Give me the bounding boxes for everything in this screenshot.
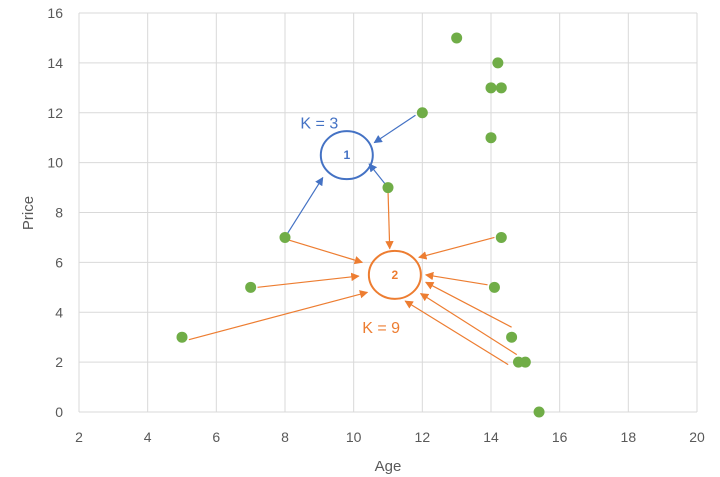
data-point-11 [495,231,507,243]
y-tick-label-10: 10 [47,155,63,171]
x-tick-label-6: 6 [212,429,220,445]
x-tick-label-20: 20 [689,429,705,445]
x-tick-label-16: 16 [552,429,568,445]
data-point-8 [485,132,497,144]
cluster-1-k-label: K = 3 [300,116,338,133]
cluster-1-centroid [319,130,374,181]
data-point-16 [533,406,545,418]
y-tick-label-8: 8 [55,205,63,221]
cluster-2-k-label: K = 9 [362,320,400,337]
data-point-12 [488,281,500,293]
data-point-13 [506,331,518,343]
cluster-centroids: 1 K = 3 2 K = 9 [300,116,422,337]
cluster-1-arrow-1 [284,176,324,238]
x-tick-label-14: 14 [483,429,499,445]
data-point-6 [451,32,463,44]
cluster-1-number: 1 [343,148,350,162]
x-tick-label-10: 10 [346,429,362,445]
x-tick-label-18: 18 [621,429,637,445]
data-point-1 [176,331,188,343]
cluster-2-arrow-2 [288,239,364,265]
data-point-5 [416,107,428,119]
cluster-2-arrow-1 [385,190,394,250]
cluster-2-arrow-7 [425,281,512,328]
x-axis-title: Age [375,458,402,475]
data-point-15 [519,356,531,368]
y-tick-label-16: 16 [47,5,63,21]
data-point-3 [279,231,291,243]
y-tick-label-6: 6 [55,254,63,270]
cluster-2-arrow-5 [418,236,495,260]
y-tick-label-12: 12 [47,105,63,121]
cluster-2-arrow-6 [424,271,488,286]
x-tick-label-2: 2 [75,429,83,445]
assignment-arrows [188,114,518,366]
data-points [176,32,545,418]
cluster-2-arrow-4 [188,290,369,341]
data-point-9 [492,57,504,69]
x-tick-label-8: 8 [281,429,289,445]
y-tick-label-2: 2 [55,354,63,370]
gridlines [78,12,698,413]
data-point-7 [485,82,497,94]
y-tick-label-4: 4 [55,304,63,320]
data-point-2 [245,281,257,293]
cluster-2-arrow-3 [257,272,360,288]
cluster-2-centroid [367,249,422,300]
cluster-2-arrow-8 [419,293,518,356]
cluster-2-arrow-9 [404,300,509,366]
cluster-2-number: 2 [392,268,399,282]
y-axis-title: Price [20,196,37,230]
cluster-1-arrow-3 [373,114,416,144]
y-tick-label-0: 0 [55,404,63,420]
data-point-4 [382,182,394,194]
y-tick-label-14: 14 [47,55,63,71]
x-tick-label-12: 12 [415,429,431,445]
x-tick-label-4: 4 [144,429,152,445]
data-point-10 [495,82,507,94]
